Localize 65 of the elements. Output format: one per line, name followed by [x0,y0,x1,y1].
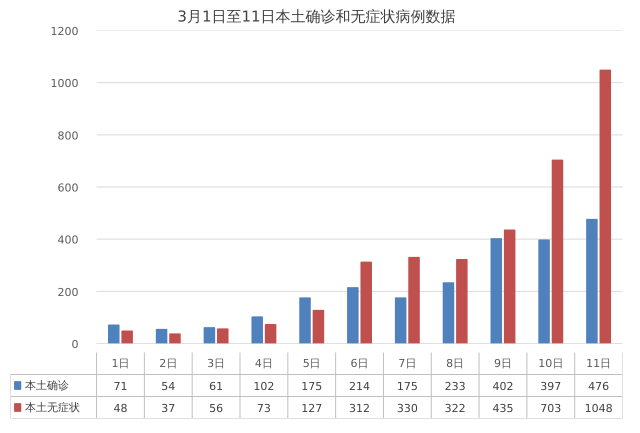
data-label: 71 [113,380,128,393]
bar [169,333,181,344]
bar [121,330,133,344]
data-label: 37 [161,402,176,415]
data-label: 127 [301,402,322,415]
data-label: 402 [492,380,514,393]
data-label: 476 [588,380,610,393]
bar [442,282,454,344]
x-tick-label: 1日 [111,357,130,370]
data-label: 1048 [584,402,613,415]
legend-label: 本土无症状 [24,401,80,414]
bar [347,287,359,344]
data-label: 48 [113,402,128,415]
data-label: 54 [161,380,176,393]
x-tick-label: 7日 [398,357,416,370]
y-tick-label: 1000 [50,77,79,90]
data-label: 397 [540,380,562,393]
x-tick-label: 2日 [159,357,178,370]
data-label: 233 [444,380,466,393]
data-label: 703 [540,402,562,415]
legend-label: 本土确诊 [24,379,69,392]
bar [299,297,311,344]
x-tick-label: 10日 [538,357,564,370]
x-tick-label: 11日 [586,357,612,370]
bar [600,70,612,344]
bar [456,259,468,344]
bar [264,324,276,344]
x-tick-label: 4日 [254,357,273,370]
y-tick-label: 800 [58,129,79,142]
bar [538,239,550,344]
data-label: 435 [492,402,514,415]
data-label: 312 [349,402,370,415]
y-tick-label: 600 [58,182,79,194]
bar [504,230,516,344]
data-label: 61 [209,380,224,393]
bar [490,238,502,344]
y-tick-label: 1200 [50,25,79,38]
bar [204,327,216,344]
y-tick-label: 200 [58,286,79,299]
data-label: 102 [253,380,274,393]
bar [312,310,324,344]
bar [552,160,564,344]
bar [394,297,406,344]
x-tick-label: 3日 [207,357,226,370]
bar [360,262,372,344]
bar [408,256,420,344]
x-tick-label: 9日 [494,357,512,370]
x-tick-label: 5日 [302,357,321,370]
y-tick-label: 400 [58,234,79,247]
bar [586,218,598,344]
bar [251,316,263,344]
x-tick-label: 8日 [446,357,464,370]
data-label: 322 [444,402,466,415]
bar [156,328,168,344]
bar [217,328,229,344]
data-label: 175 [301,380,322,393]
bar [108,324,120,344]
data-label: 56 [209,402,224,415]
data-label: 330 [396,402,418,415]
data-label: 214 [349,380,370,393]
x-tick-label: 6日 [350,357,369,370]
chart-title: 3月1日至11日本土确诊和无症状病例数据 [177,8,456,26]
y-tick-label: 0 [72,338,78,351]
data-label: 175 [396,380,418,393]
data-label: 73 [256,402,271,415]
